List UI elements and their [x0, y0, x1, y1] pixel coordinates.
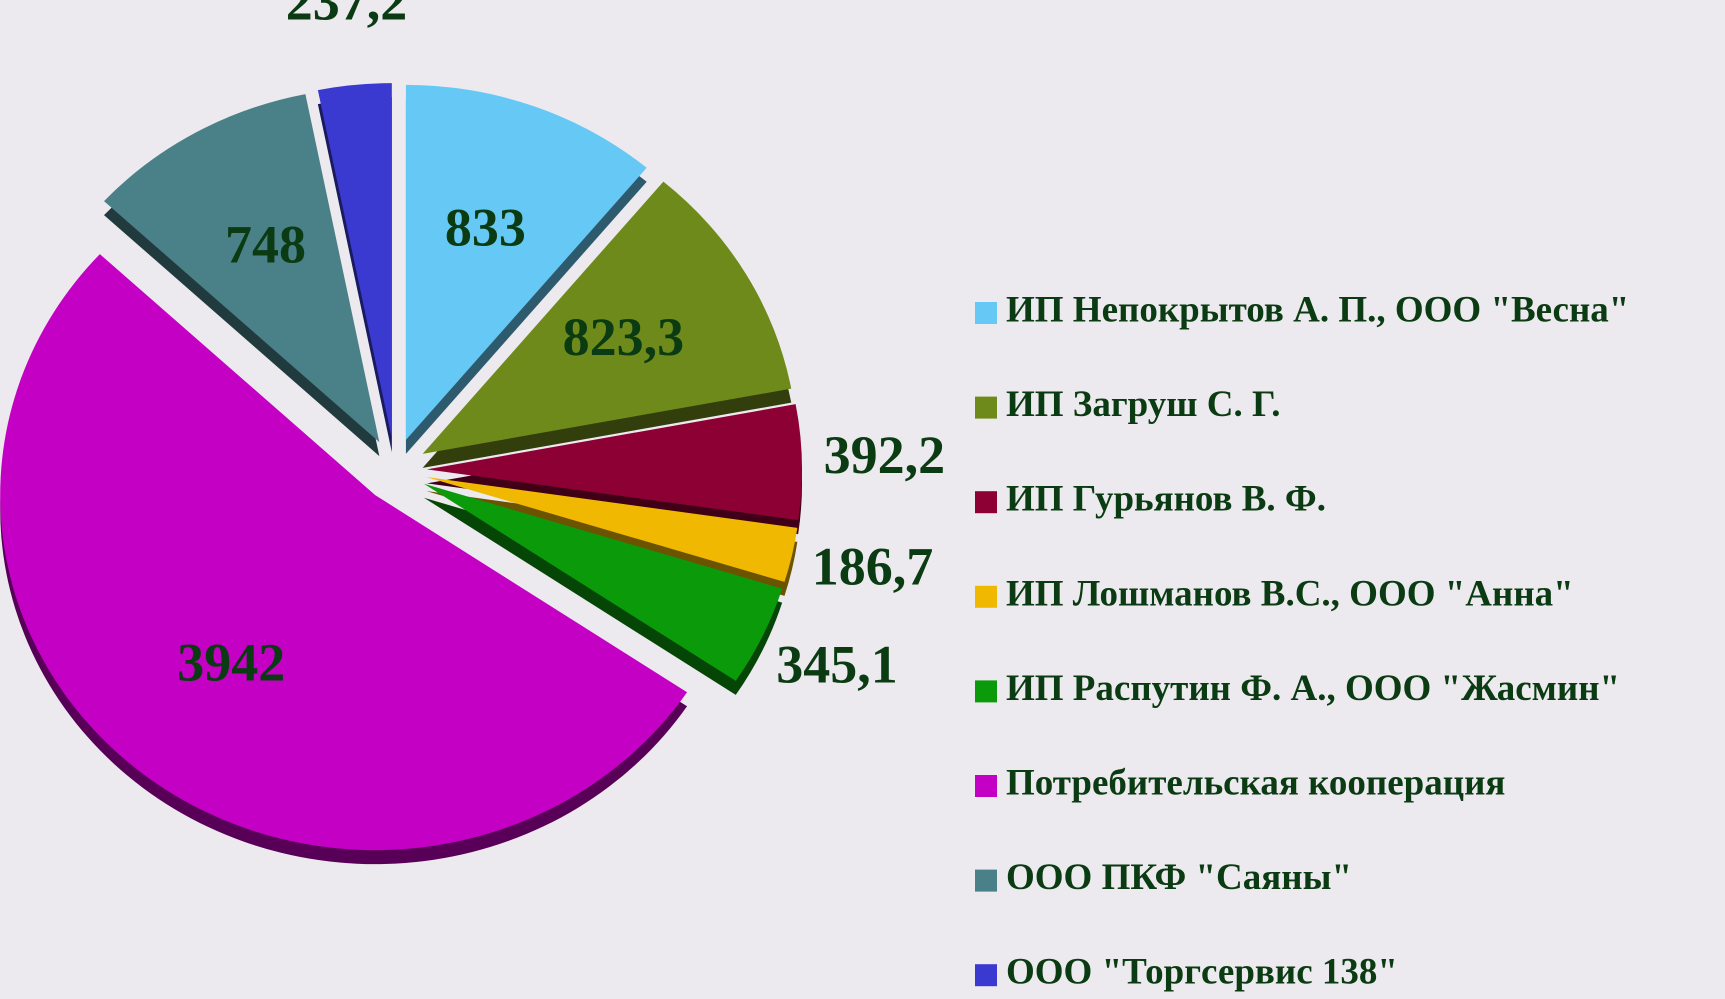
value-label: 833 — [445, 197, 526, 257]
slice — [317, 83, 392, 439]
value-label: 823,3 — [563, 307, 685, 367]
legend-label: ИП Гурьянов В. Ф. — [1006, 479, 1326, 520]
legend-swatch — [975, 680, 997, 703]
slice — [423, 483, 783, 681]
legend-label: ООО "Торгсервис 138" — [1006, 952, 1398, 993]
legend-swatch — [975, 869, 997, 892]
value-labels: 833 823,3 392,2 186,7 345,1 3942 748 237,2 — [177, 0, 945, 694]
slice — [426, 404, 802, 521]
legend-label: ИП Загруш С. Г. — [1006, 384, 1281, 425]
value-label: 392,2 — [824, 425, 946, 485]
slice — [103, 94, 380, 443]
slice — [426, 477, 798, 582]
slice — [422, 181, 792, 454]
value-label: 3942 — [177, 632, 285, 692]
legend-swatch — [975, 585, 997, 608]
value-label: 748 — [225, 215, 306, 275]
legend-label: ИП Лошманов В.С., ООО "Анна" — [1006, 573, 1574, 614]
legend-label: ИП Распутин Ф. А., ООО "Жасмин" — [1006, 668, 1620, 709]
legend-swatch — [975, 396, 997, 419]
legend-label: ИП Непокрытов А. П., ООО "Весна" — [1006, 289, 1629, 330]
legend-label: Потребительская кооперация — [1006, 762, 1505, 803]
legend-swatch — [975, 775, 997, 797]
value-label: 345,1 — [776, 634, 898, 694]
legend-swatch — [975, 302, 997, 324]
legend-label: ООО ПКФ "Саяны" — [1006, 857, 1352, 898]
legend-swatch — [975, 491, 997, 514]
slice — [405, 84, 647, 440]
pie — [0, 83, 802, 851]
legend-swatch — [975, 964, 997, 987]
slice — [0, 254, 688, 851]
value-label: 186,7 — [812, 537, 934, 597]
legend: ИП Непокрытов А. П., ООО "Весна" ИП Загру… — [975, 289, 1629, 993]
value-label: 237,2 — [286, 0, 408, 32]
